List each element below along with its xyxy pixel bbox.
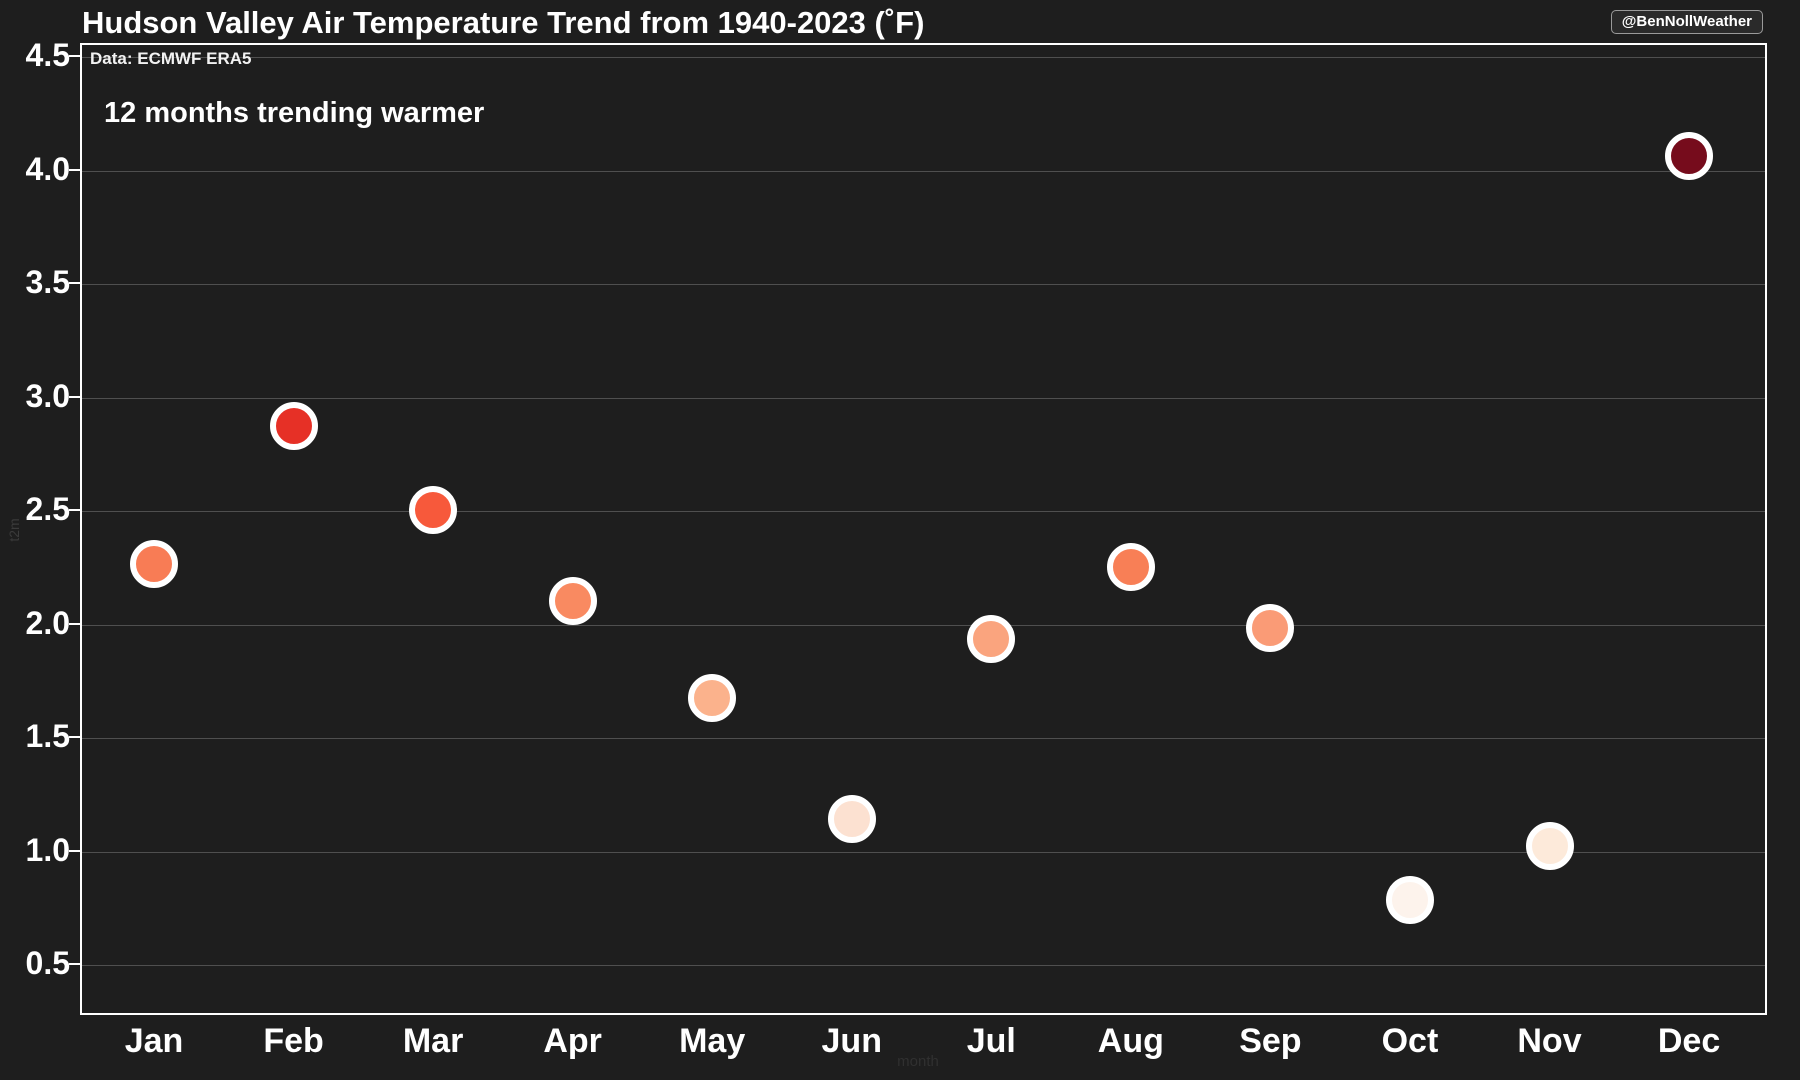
x-tick-label-jul: Jul: [966, 1022, 1016, 1060]
x-tick-label-dec: Dec: [1657, 1022, 1721, 1060]
y-tick-label-3.0: 3.0: [25, 377, 70, 414]
gridline-1.0: [82, 851, 1765, 853]
x-tick-label-jan: Jan: [124, 1022, 184, 1060]
data-point-apr: [548, 576, 597, 625]
x-tick-label-aug: Aug: [1097, 1022, 1164, 1060]
data-point-nov: [1525, 821, 1574, 870]
y-tick-mark-0.5: [69, 963, 80, 965]
data-point-jun: [827, 794, 876, 843]
y-tick-label-3.5: 3.5: [25, 264, 70, 300]
gridline-3.0: [82, 397, 1765, 399]
data-source-label: Data: ECMWF ERA5: [90, 49, 252, 68]
x-tick-label-sep: Sep: [1239, 1022, 1302, 1060]
y-tick-mark-4.0: [69, 168, 80, 171]
x-tick-label-may: May: [679, 1022, 746, 1060]
data-point-dec: [1665, 131, 1714, 180]
x-axis-label: month: [897, 1053, 939, 1070]
annotation-text: 12 months trending warmer: [104, 97, 485, 129]
y-axis-label: t2m: [6, 518, 22, 542]
gridline-2.5: [82, 511, 1765, 512]
y-tick-label-2.0: 2.0: [25, 604, 70, 641]
x-tick-label-feb: Feb: [263, 1022, 324, 1060]
gridline-4.0: [82, 170, 1765, 172]
y-tick-label-1.0: 1.0: [25, 831, 70, 868]
plot-area: Data: ECMWF ERA5 12 months trending warm…: [80, 43, 1767, 1015]
x-tick-label-oct: Oct: [1381, 1022, 1439, 1060]
y-tick-label-1.5: 1.5: [25, 718, 70, 754]
y-tick-mark-1.5: [69, 736, 80, 738]
gridline-1.5: [82, 738, 1765, 739]
data-point-aug: [1106, 542, 1155, 591]
y-tick-mark-4.5: [69, 55, 80, 57]
data-point-may: [688, 674, 737, 723]
gridline-4.5: [82, 57, 1765, 58]
data-point-mar: [409, 486, 458, 534]
y-tick-mark-3.5: [69, 282, 80, 284]
data-point-feb: [269, 402, 318, 450]
gridline-2.0: [82, 624, 1765, 626]
y-tick-mark-2.0: [69, 622, 80, 625]
data-point-jul: [967, 615, 1016, 664]
y-tick-label-0.5: 0.5: [25, 945, 70, 981]
attribution-badge: @BenNollWeather: [1610, 10, 1763, 34]
x-tick-label-mar: Mar: [402, 1022, 464, 1060]
data-point-oct: [1385, 876, 1434, 925]
gridline-0.5: [82, 965, 1765, 966]
y-tick-label-4.5: 4.5: [25, 37, 70, 73]
gridline-3.5: [82, 284, 1765, 285]
chart-title: Hudson Valley Air Temperature Trend from…: [82, 5, 925, 40]
data-point-sep: [1246, 604, 1295, 653]
y-tick-mark-3.0: [69, 395, 80, 398]
x-tick-label-apr: Apr: [543, 1022, 602, 1060]
data-point-jan: [130, 540, 178, 589]
x-tick-label-nov: Nov: [1517, 1022, 1582, 1060]
y-tick-mark-1.0: [69, 849, 80, 852]
y-tick-label-2.5: 2.5: [25, 491, 70, 527]
x-tick-label-jun: Jun: [821, 1022, 882, 1060]
y-tick-mark-2.5: [69, 509, 80, 511]
y-tick-label-4.0: 4.0: [25, 150, 70, 187]
